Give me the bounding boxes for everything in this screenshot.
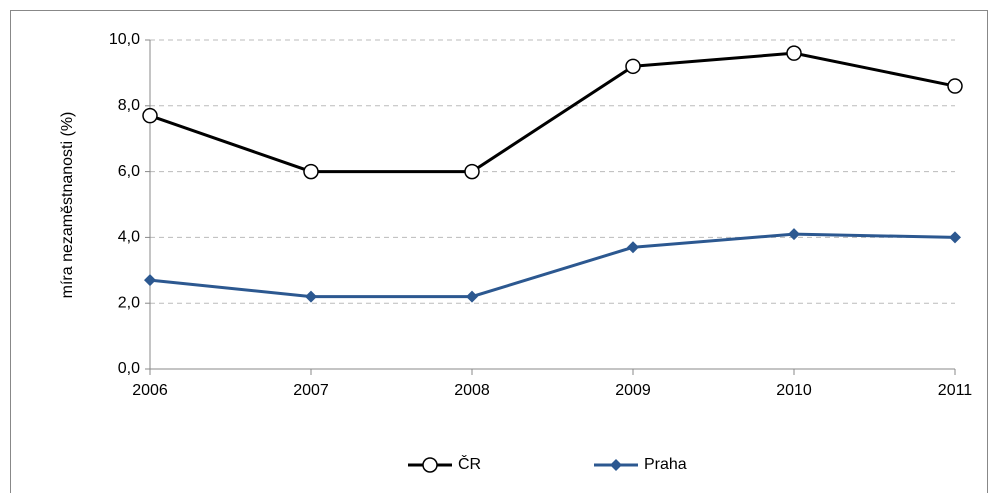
data-point: [466, 290, 478, 303]
y-tick-label: 0,0: [118, 360, 140, 377]
data-point: [144, 274, 156, 287]
legend-marker: [422, 457, 438, 473]
data-point: [305, 290, 317, 303]
data-point: [627, 241, 639, 254]
x-tick-label: 2009: [615, 382, 651, 399]
chart-frame: [10, 10, 988, 493]
x-tick-label: 2011: [938, 382, 973, 399]
legend-label: ČR: [458, 454, 481, 473]
series-line: [149, 51, 956, 174]
series-line: [149, 232, 956, 299]
y-tick-label: 4,0: [118, 229, 140, 246]
data-point: [947, 78, 963, 94]
y-tick-label: 6,0: [118, 163, 140, 180]
x-tick-label: 2010: [776, 382, 812, 399]
y-axis-label: míra nezaměstnanosti (%): [59, 112, 76, 299]
y-tick-label: 8,0: [118, 97, 140, 114]
data-point: [625, 58, 641, 75]
y-tick-label: 10,0: [109, 31, 140, 48]
data-point: [788, 228, 800, 241]
data-point: [464, 163, 480, 180]
data-point: [142, 107, 158, 124]
data-point: [303, 163, 319, 180]
legend-marker: [610, 459, 622, 471]
data-point: [786, 45, 802, 61]
data-point: [949, 231, 961, 244]
x-tick-label: 2008: [454, 382, 490, 399]
x-tick-label: 2006: [132, 382, 168, 399]
legend-label: Praha: [644, 456, 687, 473]
x-tick-label: 2007: [293, 382, 329, 399]
y-tick-label: 2,0: [118, 294, 140, 311]
